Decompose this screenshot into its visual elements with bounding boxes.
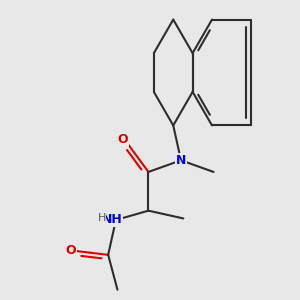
Text: H: H bbox=[98, 213, 106, 224]
Text: O: O bbox=[66, 244, 76, 257]
Text: O: O bbox=[118, 133, 128, 146]
Text: N: N bbox=[176, 154, 186, 167]
Text: NH: NH bbox=[102, 214, 122, 226]
